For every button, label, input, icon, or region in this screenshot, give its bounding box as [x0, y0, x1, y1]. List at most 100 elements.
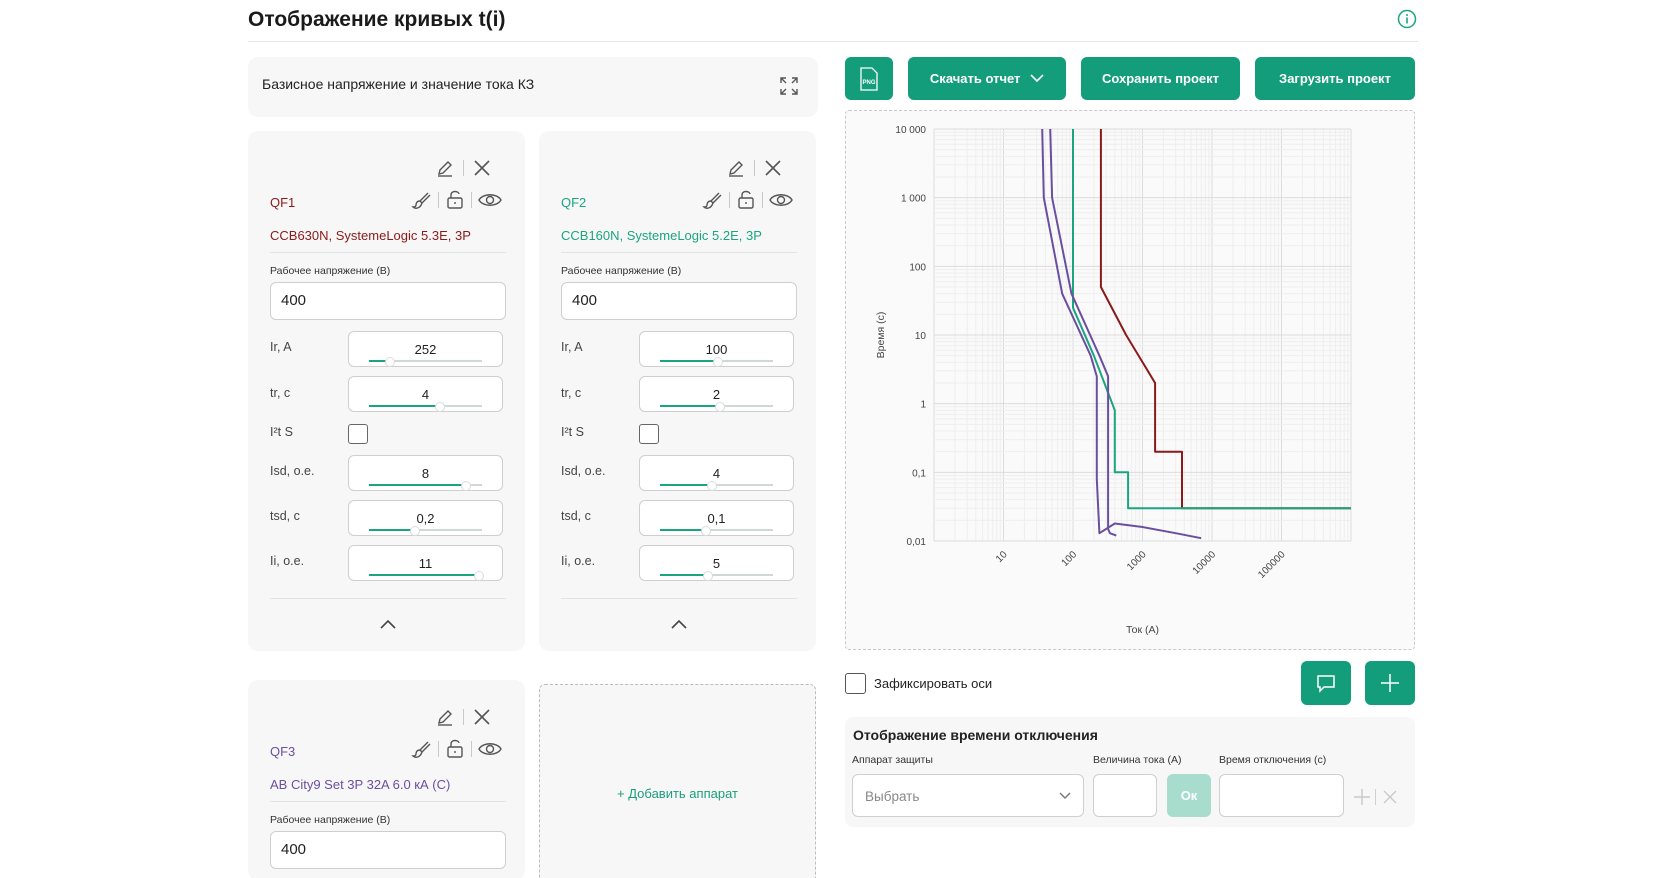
param-value: 5: [712, 556, 721, 571]
param-value: 4: [421, 387, 430, 402]
device-model: AB City9 Set 3P 32A 6.0 кА (С): [270, 777, 451, 792]
fix-axes-checkbox[interactable]: [845, 673, 866, 694]
brush-icon[interactable]: [702, 190, 722, 210]
tsd-slider-field[interactable]: 0,1: [639, 500, 794, 536]
slider-thumb[interactable]: [410, 526, 420, 536]
save-project-button[interactable]: Сохранить проект: [1081, 57, 1240, 100]
voltage-input[interactable]: 400: [561, 282, 797, 320]
clear-icon[interactable]: [1382, 789, 1398, 805]
slider-thumb[interactable]: [701, 526, 711, 536]
param-value: 252: [414, 342, 437, 357]
png-export-button[interactable]: PNG: [845, 57, 893, 100]
slider-thumb[interactable]: [384, 357, 395, 367]
slider-thumb[interactable]: [435, 402, 446, 412]
slider-thumb[interactable]: [712, 357, 723, 367]
param-label: Isd, о.е.: [561, 464, 606, 478]
voltage-input[interactable]: 400: [270, 282, 506, 320]
title-divider: [248, 41, 1418, 42]
add-device-label: + Добавить аппарат: [617, 786, 738, 801]
device-select-placeholder: Выбрать: [865, 789, 920, 804]
chevron-up-icon[interactable]: [669, 617, 689, 631]
param-value: 2: [712, 387, 721, 402]
info-icon[interactable]: [1397, 9, 1417, 29]
current-input[interactable]: [1093, 774, 1157, 817]
device-card-qf2: QF2 CCB160N, SystemeLogic 5.2E, 3P Рабоч…: [539, 131, 816, 651]
param-label: Ir, A: [561, 340, 583, 354]
param-value: 100: [705, 342, 728, 357]
chevron-down-icon: [1059, 792, 1071, 799]
chevron-up-icon[interactable]: [378, 617, 398, 631]
device-select[interactable]: Выбрать: [852, 774, 1084, 817]
tc-chart-panel: 0,01 0,1 1 10 100 1 000 10 000 10 100 1000 10000 10…: [845, 110, 1415, 650]
slider-thumb[interactable]: [703, 571, 714, 581]
close-icon[interactable]: [472, 158, 492, 178]
expand-icon[interactable]: [780, 77, 798, 95]
param-label: Ii, о.е.: [561, 554, 596, 568]
ir-slider-field[interactable]: 252: [348, 331, 503, 367]
y-tick-label: 0,01: [907, 537, 927, 548]
crosshair-button[interactable]: [1365, 661, 1415, 705]
x-tick-label: 100000: [1256, 549, 1288, 581]
device-name: QF3: [270, 744, 296, 759]
crosshair-icon: [1381, 674, 1399, 692]
curve-series-2: [1072, 129, 1351, 510]
add-icon[interactable]: [1353, 788, 1371, 806]
curve-series-4: [1049, 128, 1117, 537]
slider-thumb[interactable]: [714, 402, 725, 412]
edit-icon[interactable]: [435, 158, 455, 178]
close-icon[interactable]: [472, 707, 492, 727]
param-value: 0,2: [416, 511, 435, 526]
tsd-slider-field[interactable]: 0,2: [348, 500, 503, 536]
isd-slider-field[interactable]: 8: [348, 455, 503, 491]
i2t-checkbox[interactable]: [348, 424, 368, 444]
tr-slider-field[interactable]: 2: [639, 376, 794, 412]
x-tick-label: 1000: [1125, 549, 1149, 573]
edit-icon[interactable]: [435, 707, 455, 727]
lock-icon[interactable]: [736, 190, 756, 210]
voltage-input[interactable]: 400: [270, 831, 506, 869]
eye-icon[interactable]: [769, 190, 793, 210]
device-card-qf3: QF3 AB City9 Set 3P 32A 6.0 кА (С) Рабоч…: [248, 680, 525, 878]
brush-icon[interactable]: [411, 739, 431, 759]
load-project-button[interactable]: Загрузить проект: [1255, 57, 1415, 100]
download-report-button[interactable]: Скачать отчет: [908, 57, 1066, 100]
comment-button[interactable]: [1301, 661, 1351, 705]
edit-icon[interactable]: [726, 158, 746, 178]
param-label: tr, c: [561, 386, 582, 400]
ii-slider-field[interactable]: 5: [639, 545, 794, 581]
curve-series-1: [1099, 129, 1351, 510]
slider-thumb[interactable]: [474, 571, 485, 581]
eye-icon[interactable]: [478, 190, 502, 210]
tr-slider-field[interactable]: 4: [348, 376, 503, 412]
base-voltage-label: Базисное напряжение и значение тока КЗ: [262, 76, 535, 92]
param-value: 11: [418, 556, 433, 571]
i2t-checkbox[interactable]: [639, 424, 659, 444]
slider-thumb[interactable]: [460, 481, 471, 491]
device-model: CCB160N, SystemeLogic 5.2E, 3P: [561, 228, 762, 243]
add-device-card[interactable]: + Добавить аппарат: [539, 684, 816, 878]
comment-icon: [1317, 675, 1335, 693]
close-icon[interactable]: [763, 158, 783, 178]
ok-button[interactable]: Ок: [1167, 774, 1211, 817]
isd-slider-field[interactable]: 4: [639, 455, 794, 491]
param-value: 4: [712, 466, 721, 481]
base-voltage-panel[interactable]: Базисное напряжение и значение тока КЗ: [248, 57, 818, 117]
curve-series-3: [1041, 128, 1202, 540]
device-model: CCB630N, SystemeLogic 5.3E, 3P: [270, 228, 471, 243]
x-tick-label: 10: [994, 549, 1010, 565]
ir-slider-field[interactable]: 100: [639, 331, 794, 367]
x-tick-label: 10000: [1191, 549, 1219, 577]
slider-thumb[interactable]: [706, 481, 717, 491]
lock-icon[interactable]: [445, 739, 465, 759]
eye-icon[interactable]: [478, 739, 502, 759]
device-card-qf1: QF1 CCB630N, SystemeLogic 5.3E, 3P Рабоч…: [248, 131, 525, 651]
trip-time-panel: Отображение времени отключения Аппарат з…: [845, 717, 1415, 827]
page-title: Отображение кривых t(i): [248, 8, 506, 31]
trip-time-input[interactable]: [1219, 774, 1344, 817]
lock-icon[interactable]: [445, 190, 465, 210]
device-name: QF1: [270, 195, 296, 210]
voltage-label: Рабочее напряжение (В): [561, 265, 682, 277]
param-value: 0,1: [707, 511, 726, 526]
brush-icon[interactable]: [411, 190, 431, 210]
ii-slider-field[interactable]: 11: [348, 545, 503, 581]
